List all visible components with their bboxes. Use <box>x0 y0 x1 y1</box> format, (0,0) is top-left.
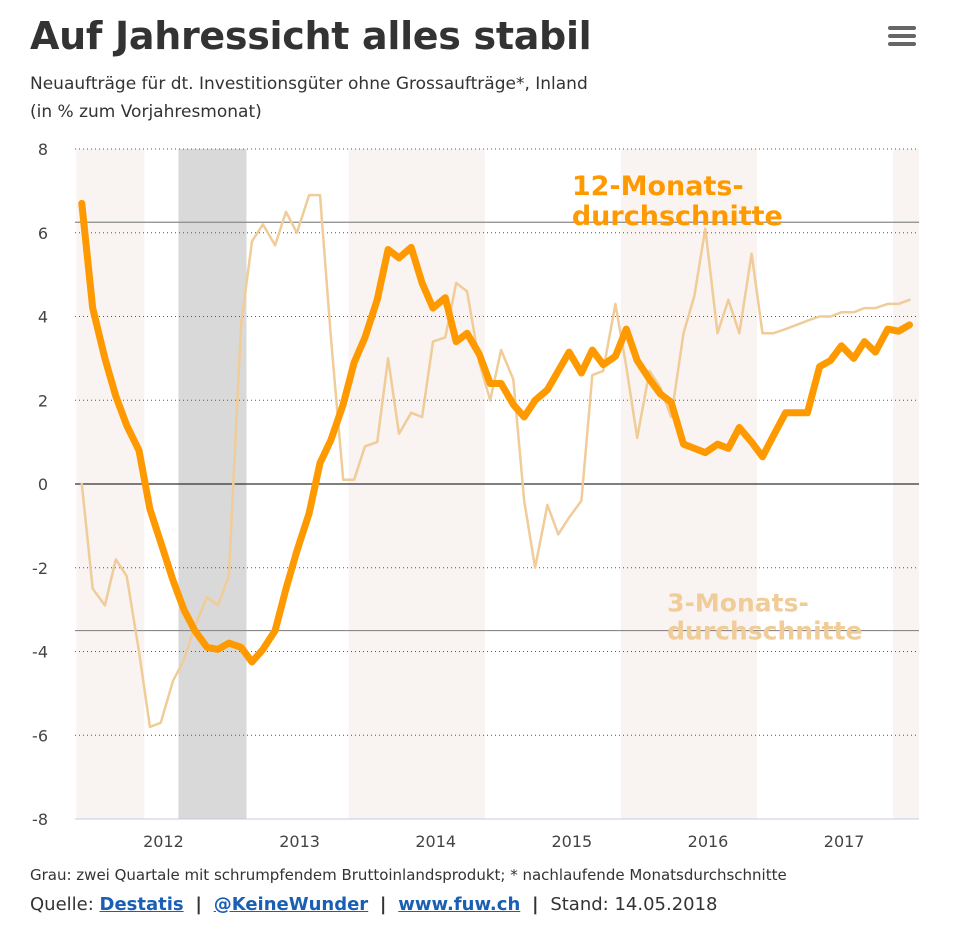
chart-subtitle: Neuaufträge für dt. Investitionsgüter oh… <box>30 70 588 126</box>
y-tick-label: -6 <box>32 726 48 745</box>
fuw-link[interactable]: www.fuw.ch <box>398 894 521 915</box>
separator: | <box>532 894 539 915</box>
annotation-label: 3-Monats- <box>667 589 809 618</box>
y-tick-label: -2 <box>32 559 48 578</box>
x-tick-label: 2014 <box>415 832 456 851</box>
y-tick-label: 8 <box>38 140 48 159</box>
x-tick-label: 2013 <box>279 832 320 851</box>
source-label: Quelle: <box>30 894 94 915</box>
annotation-label: durchschnitte <box>667 617 862 646</box>
x-tick-label: 2015 <box>552 832 593 851</box>
line-chart: 8 6 4 2 0 -2 -4 -6 -8 2012 2013 2014 2015 2016 2017 12-… <box>32 140 919 851</box>
destatis-link[interactable]: Destatis <box>99 894 184 915</box>
subtitle-line-1: Neuaufträge für dt. Investitionsgüter oh… <box>30 74 588 94</box>
chart-title: Auf Jahressicht alles stabil <box>30 14 592 58</box>
menu-bar <box>888 26 916 30</box>
subtitle-line-2: (in % zum Vorjahresmonat) <box>30 102 262 122</box>
source-line: Quelle: Destatis | @KeineWunder | www.fu… <box>30 894 718 915</box>
annotation-label: 12-Monats- <box>572 171 744 202</box>
keinewunder-link[interactable]: @KeineWunder <box>213 894 369 915</box>
series-3-monats-line <box>80 193 911 729</box>
hamburger-menu-icon[interactable] <box>888 26 916 48</box>
annotation-label: durchschnitte <box>572 201 783 232</box>
separator: | <box>195 894 202 915</box>
chart-footnote: Grau: zwei Quartale mit schrumpfendem Br… <box>30 866 787 884</box>
series-12-monats-line <box>78 199 913 666</box>
menu-bar <box>888 34 916 38</box>
y-tick-label: 0 <box>38 475 48 494</box>
y-tick-label: 2 <box>38 391 48 410</box>
menu-bar <box>888 42 916 46</box>
y-tick-label: -8 <box>32 810 48 829</box>
y-tick-label: 4 <box>38 308 48 327</box>
y-tick-label: 6 <box>38 224 48 243</box>
x-tick-label: 2016 <box>688 832 729 851</box>
stand-date: Stand: 14.05.2018 <box>550 894 718 915</box>
x-tick-label: 2017 <box>824 832 865 851</box>
x-tick-label: 2012 <box>143 832 184 851</box>
separator: | <box>379 894 387 915</box>
y-tick-label: -4 <box>32 643 48 662</box>
